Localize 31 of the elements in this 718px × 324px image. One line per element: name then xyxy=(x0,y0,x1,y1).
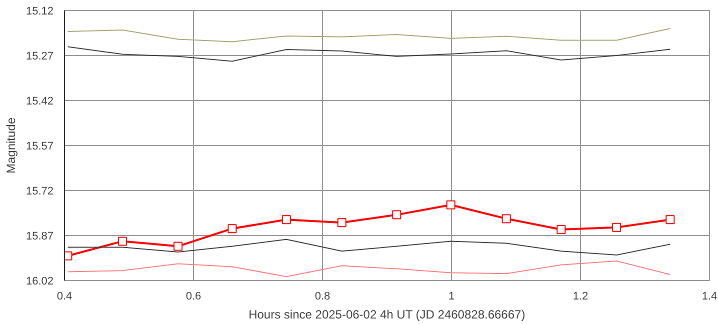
point xyxy=(502,214,511,224)
point xyxy=(228,224,237,234)
point xyxy=(337,218,346,228)
x-tick-label: 0.4 xyxy=(56,290,72,302)
y-tick-label: 15.12 xyxy=(26,6,54,18)
x-tick-label: 0.8 xyxy=(314,290,330,302)
line-series xyxy=(67,28,671,42)
x-axis-title: Hours since 2025-06-02 4h UT (JD 2460828.66667) xyxy=(248,308,526,322)
point xyxy=(64,251,72,260)
line-series xyxy=(67,46,671,62)
y-tick-label: 15.27 xyxy=(26,50,54,62)
y-tick-label: 16.02 xyxy=(26,276,54,288)
y-tick-label: 15.57 xyxy=(26,140,54,152)
x-tick-label: 1.2 xyxy=(572,290,588,302)
point xyxy=(118,236,128,246)
point xyxy=(446,200,456,210)
y-tick-label: 15.72 xyxy=(26,186,54,198)
point xyxy=(556,225,566,234)
point xyxy=(282,215,291,224)
point xyxy=(174,242,183,251)
point xyxy=(392,210,402,220)
y-tick-label: 15.42 xyxy=(26,96,54,108)
y-tick-label: 15.87 xyxy=(26,230,54,242)
point xyxy=(612,222,622,232)
x-tick-label: 1 xyxy=(448,290,455,302)
x-tick-label: 1.4 xyxy=(702,290,718,302)
line-series xyxy=(67,260,671,278)
y-axis-title: Magnitude xyxy=(4,117,18,174)
line-series xyxy=(67,238,671,256)
point xyxy=(666,215,675,224)
x-tick-label: 0.6 xyxy=(186,290,202,302)
